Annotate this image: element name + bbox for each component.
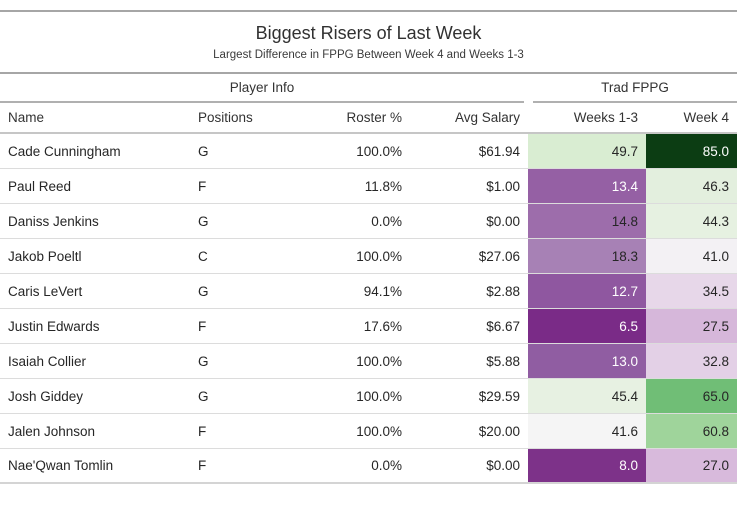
cell-avg-salary: $27.06 bbox=[478, 248, 520, 264]
cell-weeks-1-3-fppg: 13.4 bbox=[528, 169, 646, 203]
cell-roster-pct: 0.0% bbox=[371, 458, 402, 473]
table-row: Caris LeVert G 94.1% $2.88 12.7 34.5 bbox=[0, 274, 737, 309]
column-header-positions: Positions bbox=[198, 110, 253, 125]
cell-avg-salary: $5.88 bbox=[486, 353, 520, 369]
cell-player-name: Jakob Poeltl bbox=[8, 248, 82, 264]
cell-week-4-fppg: 44.3 bbox=[646, 204, 737, 238]
cell-positions: F bbox=[198, 178, 207, 194]
column-header-weeks-1-3: Weeks 1-3 bbox=[573, 110, 638, 125]
cell-roster-pct: 100.0% bbox=[356, 353, 402, 369]
cell-player-name: Cade Cunningham bbox=[8, 143, 121, 159]
cell-week-4-fppg: 32.8 bbox=[646, 344, 737, 378]
cell-weeks-1-3-fppg: 45.4 bbox=[528, 379, 646, 413]
cell-player-name: Josh Giddey bbox=[8, 388, 84, 404]
cell-weeks-1-3-fppg: 14.8 bbox=[528, 204, 646, 238]
cell-player-name: Justin Edwards bbox=[8, 318, 100, 334]
cell-week-4-fppg: 85.0 bbox=[646, 134, 737, 168]
cell-weeks-1-3-fppg: 18.3 bbox=[528, 239, 646, 273]
cell-weeks-1-3-fppg: 49.7 bbox=[528, 134, 646, 168]
table-heading: Biggest Risers of Last Week Largest Diff… bbox=[0, 12, 737, 74]
cell-positions: G bbox=[198, 213, 209, 229]
cell-roster-pct: 100.0% bbox=[356, 248, 402, 264]
cell-player-name: Caris LeVert bbox=[8, 283, 83, 299]
cell-weeks-1-3-fppg: 6.5 bbox=[528, 309, 646, 343]
cell-roster-pct: 100.0% bbox=[356, 143, 402, 159]
cell-player-name: Daniss Jenkins bbox=[8, 213, 99, 229]
cell-positions: F bbox=[198, 318, 207, 334]
cell-avg-salary: $29.59 bbox=[478, 388, 520, 404]
column-header-salary: Avg Salary bbox=[454, 110, 520, 125]
cell-week-4-fppg: 46.3 bbox=[646, 169, 737, 203]
spanner-player-info-label: Player Info bbox=[0, 74, 524, 103]
table-row: Cade Cunningham G 100.0% $61.94 49.7 85.0 bbox=[0, 134, 737, 169]
table-row: Paul Reed F 11.8% $1.00 13.4 46.3 bbox=[0, 169, 737, 204]
cell-positions: G bbox=[198, 143, 209, 159]
cell-roster-pct: 17.6% bbox=[363, 318, 402, 334]
cell-avg-salary: $61.94 bbox=[478, 143, 520, 159]
report-table: Biggest Risers of Last Week Largest Diff… bbox=[0, 10, 737, 484]
cell-week-4-fppg: 41.0 bbox=[646, 239, 737, 273]
cell-roster-pct: 11.8% bbox=[364, 178, 402, 194]
table-title: Biggest Risers of Last Week bbox=[255, 23, 482, 43]
cell-avg-salary: $0.00 bbox=[486, 213, 520, 229]
cell-player-name: Nae'Qwan Tomlin bbox=[8, 458, 114, 473]
spanner-trad-fppg-label: Trad FPPG bbox=[533, 74, 737, 103]
cell-weeks-1-3-fppg: 41.6 bbox=[528, 414, 646, 448]
cell-roster-pct: 100.0% bbox=[356, 388, 402, 404]
cell-positions: G bbox=[198, 388, 209, 404]
table-row: Jalen Johnson F 100.0% $20.00 41.6 60.8 bbox=[0, 414, 737, 449]
cell-player-name: Paul Reed bbox=[8, 178, 72, 194]
cell-player-name: Isaiah Collier bbox=[8, 353, 87, 369]
cell-week-4-fppg: 27.0 bbox=[646, 449, 737, 482]
table-row: Isaiah Collier G 100.0% $5.88 13.0 32.8 bbox=[0, 344, 737, 379]
table-row: Josh Giddey G 100.0% $29.59 45.4 65.0 bbox=[0, 379, 737, 414]
column-header-roster: Roster % bbox=[346, 110, 402, 125]
table-row: Justin Edwards F 17.6% $6.67 6.5 27.5 bbox=[0, 309, 737, 344]
column-group-row: Player Info Trad FPPG bbox=[0, 74, 737, 103]
table-body: Cade Cunningham G 100.0% $61.94 49.7 85.0 Paul… bbox=[0, 134, 737, 484]
spanner-trad-fppg: Trad FPPG bbox=[528, 74, 737, 103]
column-header-name: Name bbox=[8, 110, 45, 125]
cell-roster-pct: 100.0% bbox=[356, 423, 402, 439]
cell-roster-pct: 94.1% bbox=[363, 283, 402, 299]
cell-week-4-fppg: 65.0 bbox=[646, 379, 737, 413]
cell-week-4-fppg: 27.5 bbox=[646, 309, 737, 343]
cell-avg-salary: $2.88 bbox=[486, 283, 520, 299]
cell-player-name: Jalen Johnson bbox=[8, 423, 96, 439]
cell-week-4-fppg: 60.8 bbox=[646, 414, 737, 448]
cell-positions: C bbox=[198, 248, 208, 264]
table-row: Daniss Jenkins G 0.0% $0.00 14.8 44.3 bbox=[0, 204, 737, 239]
cell-positions: G bbox=[198, 283, 209, 299]
cell-positions: F bbox=[198, 458, 207, 473]
cell-positions: G bbox=[198, 353, 209, 369]
cell-avg-salary: $20.00 bbox=[478, 423, 520, 439]
cell-weeks-1-3-fppg: 13.0 bbox=[528, 344, 646, 378]
table-row: Jakob Poeltl C 100.0% $27.06 18.3 41.0 bbox=[0, 239, 737, 274]
cell-positions: F bbox=[198, 423, 207, 439]
column-header-row: Name Positions Roster % Avg Salary Weeks… bbox=[0, 103, 737, 134]
cell-weeks-1-3-fppg: 12.7 bbox=[528, 274, 646, 308]
table-subtitle: Largest Difference in FPPG Between Week … bbox=[213, 49, 524, 61]
cell-roster-pct: 0.0% bbox=[371, 213, 402, 229]
cell-avg-salary: $1.00 bbox=[486, 178, 520, 194]
cell-avg-salary: $0.00 bbox=[486, 458, 520, 473]
column-header-week-4: Week 4 bbox=[683, 110, 729, 125]
cell-week-4-fppg: 34.5 bbox=[646, 274, 737, 308]
cell-avg-salary: $6.67 bbox=[486, 318, 520, 334]
cell-weeks-1-3-fppg: 8.0 bbox=[528, 449, 646, 482]
table-row: Nae'Qwan Tomlin F 0.0% $0.00 8.0 27.0 bbox=[0, 449, 737, 484]
spanner-player-info: Player Info bbox=[0, 74, 528, 103]
